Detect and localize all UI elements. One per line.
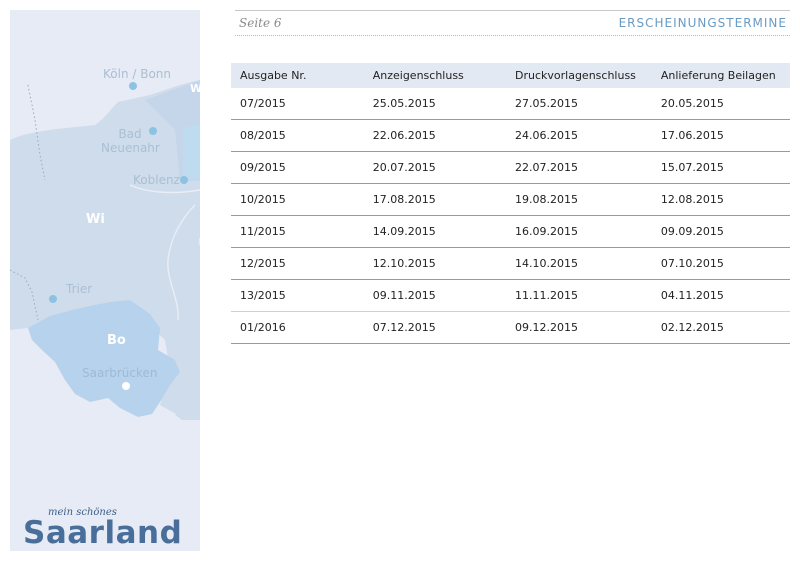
cell-insert-delivery: 04.11.2015 [651, 279, 790, 312]
cell-insert-delivery: 20.05.2015 [651, 88, 790, 120]
border-line-east [167, 204, 196, 321]
cell-ad-deadline: 12.10.2015 [363, 247, 506, 280]
city-label-saarbruecken: Saarbrücken [82, 366, 158, 380]
cell-issue: 11/2015 [231, 215, 364, 248]
region-label-bo: Bo [107, 333, 126, 348]
cell-print-deadline: 11.11.2015 [506, 279, 652, 312]
cell-issue: 07/2015 [231, 88, 364, 120]
cell-issue: 09/2015 [231, 151, 364, 184]
cell-issue: 08/2015 [231, 119, 364, 152]
cell-print-deadline: 22.07.2015 [506, 151, 652, 184]
cell-ad-deadline: 07.12.2015 [363, 311, 506, 344]
city-label-bad-neuenahr: Bad Neuenahr [101, 127, 160, 155]
dotted-border-south [10, 269, 39, 321]
dotted-border-west [27, 84, 46, 181]
cell-issue: 13/2015 [231, 279, 364, 312]
column-header-ad-deadline: Anzeigenschluss [363, 63, 506, 88]
page-number: Seite 6 [239, 16, 282, 30]
cell-issue: 12/2015 [231, 247, 364, 280]
cell-ad-deadline: 09.11.2015 [363, 279, 506, 312]
land-southeast [175, 408, 200, 420]
header-rule-top [235, 10, 790, 11]
city-dot-bad-neuenahr [149, 127, 157, 135]
cell-ad-deadline: 20.07.2015 [363, 151, 506, 184]
region-map [10, 80, 200, 420]
cell-insert-delivery: 15.07.2015 [651, 151, 790, 184]
region-label-wi: Wi [86, 212, 105, 227]
table-row: 11/2015 14.09.2015 16.09.2015 09.09.2015 [231, 215, 790, 248]
region-label-i-partial: I [198, 237, 200, 248]
table-row: 08/2015 22.06.2015 24.06.2015 17.06.2015 [231, 119, 790, 152]
saarland-shape [28, 300, 180, 417]
region-label-w-partial: W [190, 82, 200, 95]
cell-print-deadline: 14.10.2015 [506, 247, 652, 280]
schedule-table: Ausgabe Nr. Anzeigenschluss Druckvorlage… [231, 63, 790, 344]
table-row: 10/2015 17.08.2015 19.08.2015 12.08.2015 [231, 183, 790, 216]
table-row: 12/2015 12.10.2015 14.10.2015 07.10.2015 [231, 247, 790, 280]
header-rule-bottom [235, 35, 790, 36]
cell-print-deadline: 27.05.2015 [506, 88, 652, 120]
city-label-koblenz: Koblenz [133, 173, 180, 187]
map-panel: Köln / Bonn Bad Neuenahr Koblenz Trier S… [10, 10, 200, 551]
cell-issue: 10/2015 [231, 183, 364, 216]
cell-insert-delivery: 12.08.2015 [651, 183, 790, 216]
cell-print-deadline: 09.12.2015 [506, 311, 652, 344]
table-row: 01/2016 07.12.2015 09.12.2015 02.12.2015 [231, 311, 790, 344]
cell-insert-delivery: 17.06.2015 [651, 119, 790, 152]
city-dot-koblenz [180, 176, 188, 184]
column-header-issue: Ausgabe Nr. [231, 63, 364, 88]
cell-ad-deadline: 22.06.2015 [363, 119, 506, 152]
water-block [183, 124, 200, 180]
city-dot-trier [49, 295, 57, 303]
cell-print-deadline: 19.08.2015 [506, 183, 652, 216]
cell-ad-deadline: 14.09.2015 [363, 215, 506, 248]
logo-script-text: mein schönes [48, 507, 117, 518]
column-header-insert-delivery: Anlieferung Beilagen [651, 63, 790, 88]
section-title: ERSCHEINUNGSTERMINE [618, 16, 787, 30]
city-label-trier: Trier [66, 282, 93, 296]
city-label-koeln: Köln / Bonn [103, 67, 172, 81]
logo-main-text: Saarland [23, 515, 183, 551]
cell-issue: 01/2016 [231, 311, 364, 344]
table-row: 09/2015 20.07.2015 22.07.2015 15.07.2015 [231, 151, 790, 184]
table-row: 13/2015 09.11.2015 11.11.2015 04.11.2015 [231, 279, 790, 312]
cell-insert-delivery: 07.10.2015 [651, 247, 790, 280]
cell-ad-deadline: 25.05.2015 [363, 88, 506, 120]
border-line-mid [129, 184, 200, 194]
table-header-row: Ausgabe Nr. Anzeigenschluss Druckvorlage… [231, 63, 790, 88]
cell-ad-deadline: 17.08.2015 [363, 183, 506, 216]
cell-print-deadline: 24.06.2015 [506, 119, 652, 152]
table-row: 07/2015 25.05.2015 27.05.2015 20.05.2015 [231, 88, 790, 120]
cell-print-deadline: 16.09.2015 [506, 215, 652, 248]
cell-insert-delivery: 09.09.2015 [651, 215, 790, 248]
city-dot-saarbruecken [122, 382, 130, 390]
cell-insert-delivery: 02.12.2015 [651, 311, 790, 344]
land-north [10, 80, 200, 415]
column-header-print-deadline: Druckvorlagenschluss [506, 63, 652, 88]
city-dot-koeln [129, 82, 137, 90]
